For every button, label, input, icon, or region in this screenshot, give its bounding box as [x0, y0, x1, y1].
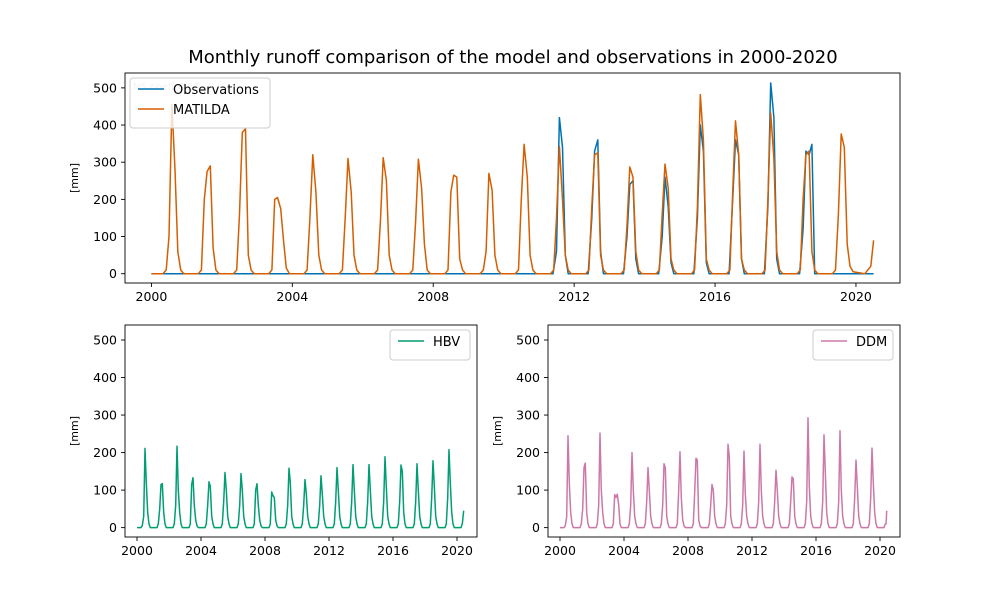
- y-tick-label: 100: [516, 483, 540, 498]
- y-tick-label: 0: [532, 520, 540, 535]
- y-tick-label: 0: [109, 266, 117, 281]
- legend-box: [129, 77, 271, 129]
- panel-top: 2000 2004 2008 2012 2016 2020 0 100 200 300 400 500…: [68, 72, 901, 304]
- legend-label-hbv: HBV: [433, 335, 460, 350]
- x-tick-label: 2016: [377, 543, 409, 558]
- legend-box: [812, 329, 894, 361]
- x-tick-label: 2004: [276, 289, 308, 304]
- legend: HBV: [389, 329, 471, 361]
- y-tick-label: 400: [516, 370, 540, 385]
- x-tick-label: 2012: [558, 289, 590, 304]
- figure-title: Monthly runoff comparison of the model a…: [188, 47, 837, 68]
- panel-bottom-left: 2000 2004 2008 2012 2016 2020 0 100 200 300 400 500…: [68, 324, 478, 558]
- y-axis-label: [mm]: [68, 163, 81, 193]
- axes-frame: [124, 324, 478, 538]
- legend: Observations MATILDA: [129, 77, 271, 129]
- x-tick-label: 2000: [121, 543, 153, 558]
- y-tick-label: 500: [516, 333, 540, 348]
- x-tick-label: 2008: [249, 543, 281, 558]
- y-tick-label: 300: [93, 155, 117, 170]
- x-tick-label: 2016: [800, 543, 832, 558]
- legend: DDM: [812, 329, 894, 361]
- x-tick-label: 2008: [672, 543, 704, 558]
- axes-frame: [124, 72, 901, 284]
- panel-bottom-right: 2000 2004 2008 2012 2016 2020 0 100 200 300 400 500…: [491, 324, 901, 558]
- y-tick-label: 400: [93, 370, 117, 385]
- y-tick-label: 0: [109, 520, 117, 535]
- y-tick-label: 300: [516, 408, 540, 423]
- legend-label-matilda: MATILDA: [173, 103, 230, 118]
- y-tick-label: 300: [93, 408, 117, 423]
- x-tick-label: 2020: [864, 543, 896, 558]
- axes-frame: [547, 324, 901, 538]
- x-tick-label: 2004: [185, 543, 217, 558]
- legend-box: [389, 329, 471, 361]
- x-tick-label: 2012: [313, 543, 345, 558]
- x-tick-label: 2000: [544, 543, 576, 558]
- y-tick-label: 100: [93, 483, 117, 498]
- x-tick-label: 2020: [840, 289, 872, 304]
- y-axis-label: [mm]: [68, 416, 81, 446]
- series-line-ddm: [560, 416, 888, 529]
- x-tick-label: 2016: [699, 289, 731, 304]
- y-tick-label: 200: [93, 192, 117, 207]
- x-tick-label: 2012: [736, 543, 768, 558]
- series-line-matilda: [151, 93, 875, 275]
- x-tick-label: 2004: [608, 543, 640, 558]
- y-tick-label: 500: [93, 80, 117, 95]
- y-tick-label: 500: [93, 333, 117, 348]
- y-axis-label: [mm]: [491, 416, 504, 446]
- x-tick-label: 2008: [417, 289, 449, 304]
- series-line-hbv: [137, 445, 465, 529]
- x-tick-label: 2000: [136, 289, 168, 304]
- legend-label-observations: Observations: [173, 83, 259, 98]
- y-tick-label: 200: [93, 445, 117, 460]
- y-tick-label: 200: [516, 445, 540, 460]
- y-tick-label: 400: [93, 118, 117, 133]
- legend-label-ddm: DDM: [856, 335, 887, 350]
- y-tick-label: 100: [93, 229, 117, 244]
- x-tick-label: 2020: [441, 543, 473, 558]
